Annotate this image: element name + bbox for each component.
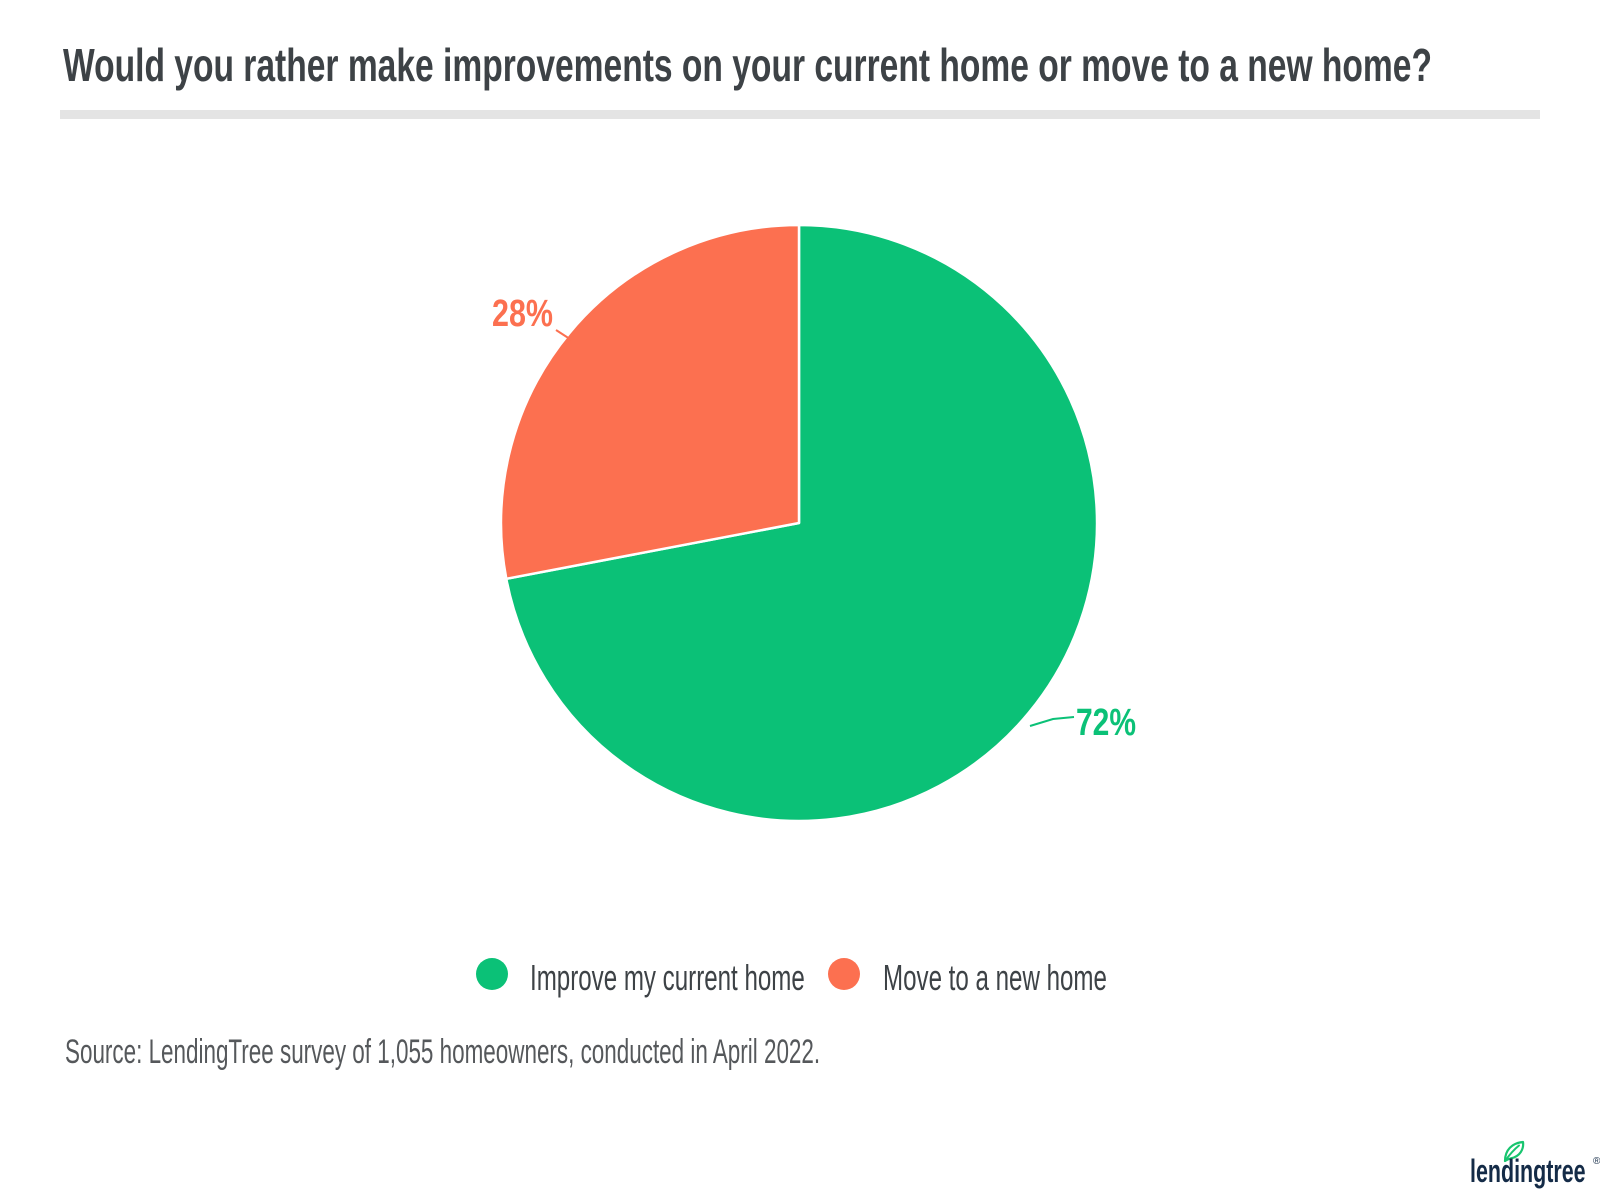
- label-connector-move: [555, 329, 574, 342]
- legend-marker-improve: [476, 958, 508, 990]
- registered-mark: ®: [1593, 1156, 1600, 1167]
- pie-slice-improve: [505, 223, 1099, 823]
- label-connector-improve: [1029, 716, 1075, 727]
- legend-label-move: Move to a new home: [883, 957, 1107, 998]
- logo-wordmark: lendingtree: [1470, 1153, 1586, 1189]
- slice-value-label-move: 28%: [492, 293, 553, 335]
- lendingtree-logo: lendingtree ®: [1470, 1140, 1600, 1192]
- leaf-icon: [1503, 1140, 1525, 1163]
- source-note: Source: LendingTree survey of 1,055 home…: [65, 1033, 821, 1071]
- legend-label-improve: Improve my current home: [530, 957, 805, 998]
- chart-title: Would you rather make improvements on yo…: [63, 39, 1432, 91]
- slice-value-label-improve: 72%: [1076, 702, 1136, 744]
- title-divider: [60, 110, 1540, 119]
- legend-marker-move: [828, 958, 860, 990]
- pie-slice-move: [499, 223, 801, 581]
